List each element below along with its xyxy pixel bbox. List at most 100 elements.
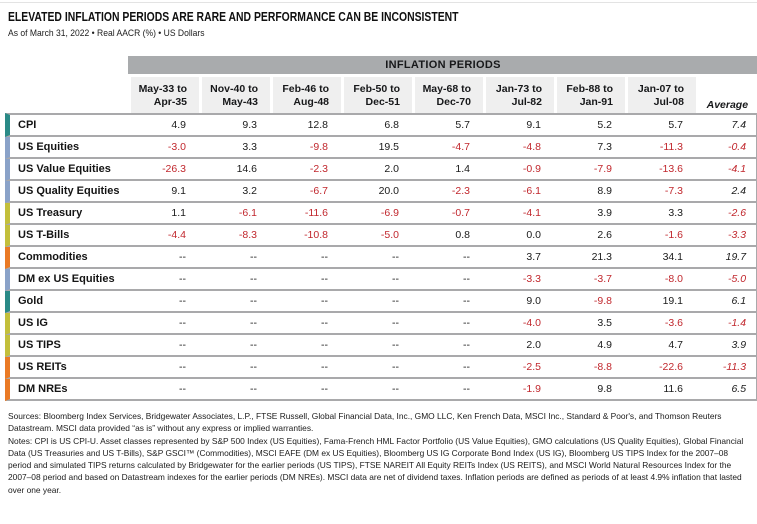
row-label: US TIPS xyxy=(5,335,128,357)
value-cell: -6.9 xyxy=(341,203,412,225)
table-row: US REITs -- -- -- -- -- -2.5 -8.8 -22.6 -11.3 xyxy=(5,357,757,379)
column-header-period-4: Feb-50 to Dec-51 xyxy=(341,77,412,113)
period-line1: May-68 to xyxy=(422,82,471,95)
value-cell: 5.2 xyxy=(554,113,625,137)
row-label: Gold xyxy=(5,291,128,313)
row-label: CPI xyxy=(5,113,128,137)
column-header-period-7: Feb-88 to Jan-91 xyxy=(554,77,625,113)
value-cell: -- xyxy=(412,247,483,269)
value-cell: -6.7 xyxy=(270,181,341,203)
value-cell: -4.1 xyxy=(483,203,554,225)
value-cell: -0.9 xyxy=(483,159,554,181)
column-header-period-2: Nov-40 to May-43 xyxy=(199,77,270,113)
column-header-period-3: Feb-46 to Aug-48 xyxy=(270,77,341,113)
table-row: US Equities -3.0 3.3 -9.8 19.5 -4.7 -4.8 7.3 -11… xyxy=(5,137,757,159)
period-line2: Jul-82 xyxy=(511,96,542,109)
page-top-rule xyxy=(0,2,757,3)
value-cell: 4.7 xyxy=(625,335,696,357)
value-cell: -- xyxy=(128,269,199,291)
value-cell: -- xyxy=(128,379,199,401)
period-line1: Feb-50 to xyxy=(353,82,400,95)
value-cell: 9.0 xyxy=(483,291,554,313)
table-row: US T-Bills -4.4 -8.3 -10.8 -5.0 0.8 0.0 2.6 -1.6… xyxy=(5,225,757,247)
value-cell: -4.7 xyxy=(412,137,483,159)
value-cell: 2.0 xyxy=(341,159,412,181)
value-cell: 3.3 xyxy=(199,137,270,159)
column-header-period-1: May-33 to Apr-35 xyxy=(128,77,199,113)
value-cell: -7.9 xyxy=(554,159,625,181)
average-cell: 19.7 xyxy=(696,247,757,269)
row-label: US Equities xyxy=(5,137,128,159)
row-label: US REITs xyxy=(5,357,128,379)
value-cell: -- xyxy=(199,291,270,313)
value-cell: -11.3 xyxy=(625,137,696,159)
value-cell: 21.3 xyxy=(554,247,625,269)
value-cell: 9.3 xyxy=(199,113,270,137)
value-cell: -8.3 xyxy=(199,225,270,247)
average-cell: -3.3 xyxy=(696,225,757,247)
value-cell: -- xyxy=(412,379,483,401)
value-cell: -- xyxy=(199,335,270,357)
value-cell: 9.8 xyxy=(554,379,625,401)
page-subtitle: As of March 31, 2022 • Real AACR (%) • U… xyxy=(8,28,205,39)
band-row: INFLATION PERIODS xyxy=(5,56,757,77)
row-label: Commodities xyxy=(5,247,128,269)
table-row: US IG -- -- -- -- -- -4.0 3.5 -3.6 -1.4 xyxy=(5,313,757,335)
value-cell: 3.5 xyxy=(554,313,625,335)
corner-cell xyxy=(5,77,128,113)
column-header-average: Average xyxy=(696,77,757,113)
value-cell: -4.0 xyxy=(483,313,554,335)
period-line2: Jul-08 xyxy=(653,96,684,109)
column-header-period-5: May-68 to Dec-70 xyxy=(412,77,483,113)
row-label: DM ex US Equities xyxy=(5,269,128,291)
value-cell: -8.0 xyxy=(625,269,696,291)
value-cell: 4.9 xyxy=(128,113,199,137)
value-cell: -6.1 xyxy=(483,181,554,203)
row-label: US IG xyxy=(5,313,128,335)
period-line2: Jan-91 xyxy=(579,96,613,109)
value-cell: -11.6 xyxy=(270,203,341,225)
row-label: US Treasury xyxy=(5,203,128,225)
value-cell: 12.8 xyxy=(270,113,341,137)
value-cell: 9.1 xyxy=(483,113,554,137)
average-cell: -2.6 xyxy=(696,203,757,225)
value-cell: -1.9 xyxy=(483,379,554,401)
value-cell: -- xyxy=(270,357,341,379)
value-cell: -6.1 xyxy=(199,203,270,225)
value-cell: -- xyxy=(128,313,199,335)
value-cell: -- xyxy=(270,313,341,335)
row-label: US T-Bills xyxy=(5,225,128,247)
footnotes: Sources: Bloomberg Index Services, Bridg… xyxy=(8,410,753,496)
value-cell: -- xyxy=(128,247,199,269)
value-cell: 8.9 xyxy=(554,181,625,203)
row-label: US Value Equities xyxy=(5,159,128,181)
value-cell: -4.4 xyxy=(128,225,199,247)
period-line1: Feb-46 to xyxy=(282,82,329,95)
value-cell: -- xyxy=(270,247,341,269)
band-header: INFLATION PERIODS xyxy=(128,56,757,77)
value-cell: -- xyxy=(270,335,341,357)
inflation-periods-table: INFLATION PERIODS May-33 to Apr-35 Nov-40… xyxy=(5,56,757,401)
table-row: US Treasury 1.1 -6.1 -11.6 -6.9 -0.7 -4.1 3.9 3.… xyxy=(5,203,757,225)
value-cell: 3.9 xyxy=(554,203,625,225)
value-cell: 20.0 xyxy=(341,181,412,203)
value-cell: -- xyxy=(341,379,412,401)
value-cell: 6.8 xyxy=(341,113,412,137)
value-cell: -9.8 xyxy=(554,291,625,313)
value-cell: -26.3 xyxy=(128,159,199,181)
value-cell: -- xyxy=(412,335,483,357)
value-cell: -8.8 xyxy=(554,357,625,379)
table-row: CPI 4.9 9.3 12.8 6.8 5.7 9.1 5.2 5.7 7.4 xyxy=(5,113,757,137)
value-cell: -- xyxy=(341,269,412,291)
definitions-note: Notes: CPI is US CPI-U. Asset classes re… xyxy=(8,435,744,495)
value-cell: 3.3 xyxy=(625,203,696,225)
value-cell: -13.6 xyxy=(625,159,696,181)
value-cell: -- xyxy=(270,269,341,291)
table-row: US Quality Equities 9.1 3.2 -6.7 20.0 -2.3 -6.… xyxy=(5,181,757,203)
value-cell: -- xyxy=(412,291,483,313)
column-header-row: May-33 to Apr-35 Nov-40 to May-43 Feb-46 t… xyxy=(5,77,757,113)
value-cell: 0.8 xyxy=(412,225,483,247)
value-cell: -- xyxy=(199,247,270,269)
value-cell: -2.3 xyxy=(412,181,483,203)
value-cell: 11.6 xyxy=(625,379,696,401)
